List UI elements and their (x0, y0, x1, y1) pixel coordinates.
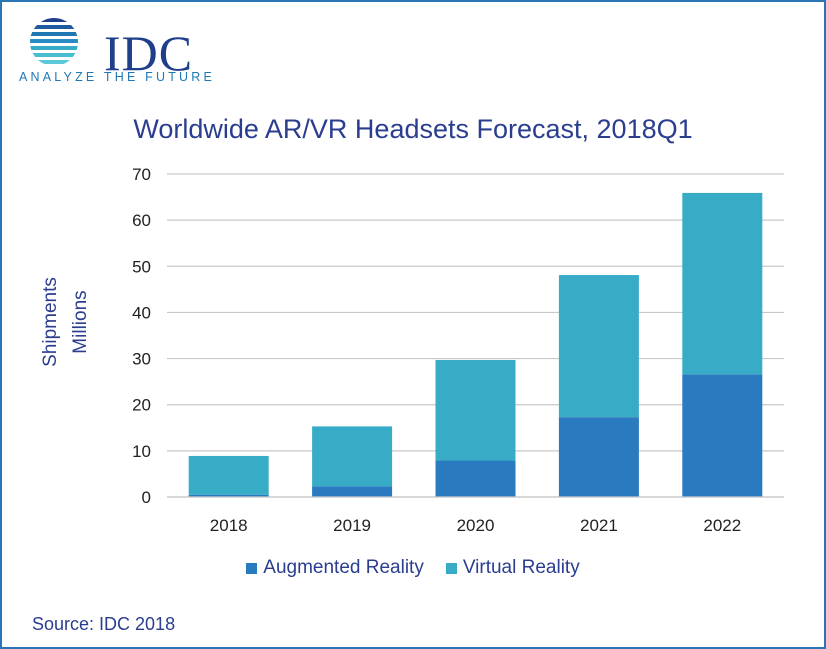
y-tick-label: 20 (132, 396, 151, 415)
bar-segment-ar (312, 486, 393, 497)
bar-segment-vr (682, 192, 763, 375)
y-tick-label: 40 (132, 303, 151, 322)
y-tick-label: 50 (132, 257, 151, 276)
bar-segment-ar (188, 494, 269, 497)
x-tick-label: 2020 (457, 516, 495, 535)
y-tick-label: 30 (132, 350, 151, 369)
bar-segment-vr (188, 455, 269, 495)
logo-wordmark: IDC (104, 25, 194, 81)
logo-tagline: ANALYZE THE FUTURE (19, 70, 216, 84)
x-tick-label: 2021 (580, 516, 618, 535)
idc-logo: IDC ANALYZE THE FUTURE (18, 16, 218, 86)
y-tick-label: 70 (132, 165, 151, 184)
x-tick-label: 2022 (703, 516, 741, 535)
bar-segment-ar (435, 460, 516, 497)
bar-segment-vr (312, 426, 393, 487)
legend-item-ar: Augmented Reality (246, 557, 424, 579)
bar-segment-ar (682, 374, 763, 497)
x-tick-label: 2018 (210, 516, 248, 535)
bar-chart: 0 10 20 30 40 50 60 70 2018 2019 2020 2021 2022 (132, 165, 784, 535)
chart-title: Worldwide AR/VR Headsets Forecast, 2018Q… (133, 114, 693, 144)
y-tick-label: 60 (132, 211, 151, 230)
bar-segment-vr (558, 275, 639, 418)
source-note: Source: IDC 2018 (32, 614, 176, 634)
legend-label-ar: Augmented Reality (263, 557, 424, 578)
legend-swatch-ar (246, 562, 258, 574)
legend-swatch-vr (445, 562, 457, 574)
y-tick-label: 10 (132, 442, 151, 461)
bar-segment-vr (435, 359, 516, 461)
y-tick-label: 0 (142, 488, 151, 507)
bar-segment-ar (558, 417, 639, 497)
legend: Augmented Reality Virtual Reality (2, 557, 824, 579)
legend-label-vr: Virtual Reality (462, 557, 580, 578)
globe-icon (30, 18, 78, 64)
legend-item-vr: Virtual Reality (445, 557, 580, 579)
x-tick-label: 2019 (333, 516, 371, 535)
